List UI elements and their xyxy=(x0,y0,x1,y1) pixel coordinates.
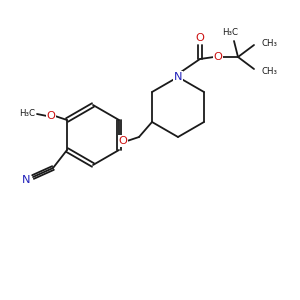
Text: CH₃: CH₃ xyxy=(262,67,278,76)
Text: O: O xyxy=(118,136,127,146)
Text: O: O xyxy=(196,33,204,43)
Text: N: N xyxy=(174,72,182,82)
Text: O: O xyxy=(214,52,222,62)
Text: H₃C: H₃C xyxy=(222,28,238,37)
Text: H₃C: H₃C xyxy=(19,109,35,118)
Text: N: N xyxy=(22,175,30,185)
Text: O: O xyxy=(46,111,56,121)
Text: CH₃: CH₃ xyxy=(262,38,278,47)
